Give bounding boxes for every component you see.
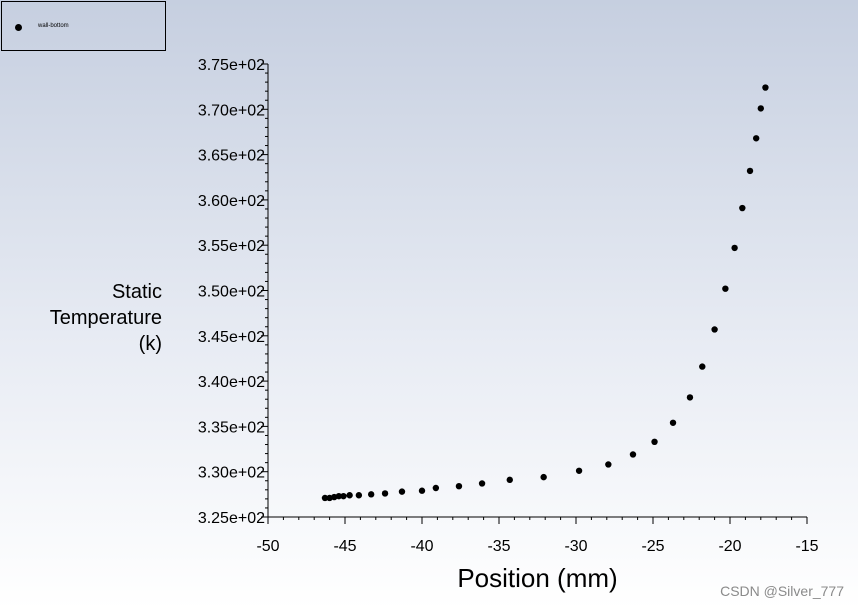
data-point [398,488,406,495]
y-tick-label: 3.70e+02 [198,102,265,119]
data-point [746,167,754,175]
y-tick-label: 3.25e+02 [198,510,265,527]
data-point [752,135,760,142]
x-tick-label: -40 [410,538,433,555]
data-point [455,482,463,490]
data-point [346,492,353,499]
legend: wall-bottom [1,1,166,51]
y-tick-label: 3.35e+02 [198,419,265,436]
data-point [731,244,738,252]
data-point [629,451,637,458]
x-tick-label: -45 [333,538,356,555]
data-point [757,105,764,112]
data-point [340,492,347,500]
data-point [418,487,426,494]
x-tick-label: -15 [795,538,818,555]
y-axis-title-line-1: Static [111,281,162,303]
y-tick-label: 3.30e+02 [198,465,265,482]
data-point [722,285,729,292]
y-tick-label: 3.45e+02 [198,329,265,346]
legend-label-wall-bottom: wall-bottom [38,23,69,29]
y-tick-label: 3.50e+02 [198,284,265,301]
x-axis-title: Position (mm) [457,563,618,593]
y-tick-label: 3.60e+02 [198,193,265,210]
y-tick-label: 3.55e+02 [198,238,265,255]
data-point [367,491,375,498]
data-point [335,492,343,500]
legend-marker-wall-bottom [15,24,22,31]
y-tick-label: 3.40e+02 [198,374,265,391]
x-tick-label: -30 [564,538,587,555]
y-tick-label: 3.75e+02 [198,57,265,74]
data-point [432,484,440,492]
data-point [711,326,718,333]
x-tick-label: -50 [256,538,279,555]
data-point [686,394,694,401]
data-point [575,467,583,474]
data-point [321,494,329,502]
watermark: CSDN @Silver_777 [720,583,844,599]
data-point [762,84,769,91]
data-point [506,476,513,484]
x-tick-label: -35 [487,538,510,555]
y-axis-title-line-3: (k) [138,333,162,355]
y-axis-title: Static Temperature (k) [20,279,162,357]
data-point [540,473,547,481]
data-point [699,363,706,370]
data-point [739,204,746,212]
y-axis-title-line-2: Temperature [49,307,162,329]
data-point [651,438,658,446]
data-point [478,480,486,487]
data-point [669,419,677,426]
data-point [355,492,363,499]
x-tick-label: -25 [641,538,664,555]
x-tick-label: -20 [718,538,741,555]
data-point [605,461,612,468]
y-tick-label: 3.65e+02 [198,148,265,165]
data-point [381,490,389,497]
